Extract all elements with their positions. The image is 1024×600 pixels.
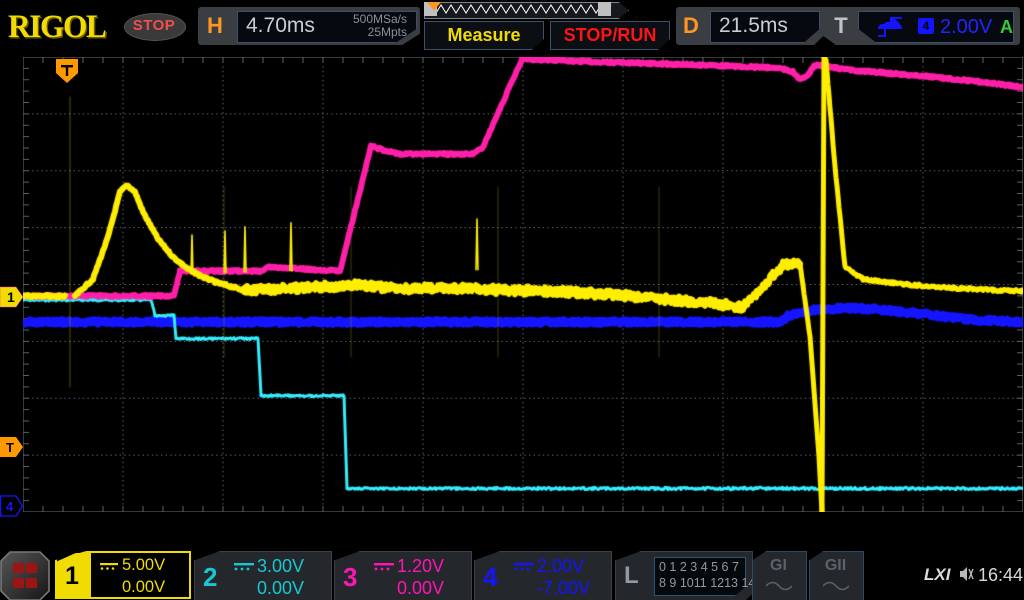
svg-text:1: 1 bbox=[7, 289, 15, 305]
svg-text:4: 4 bbox=[6, 499, 14, 514]
svg-text:T: T bbox=[6, 440, 14, 455]
